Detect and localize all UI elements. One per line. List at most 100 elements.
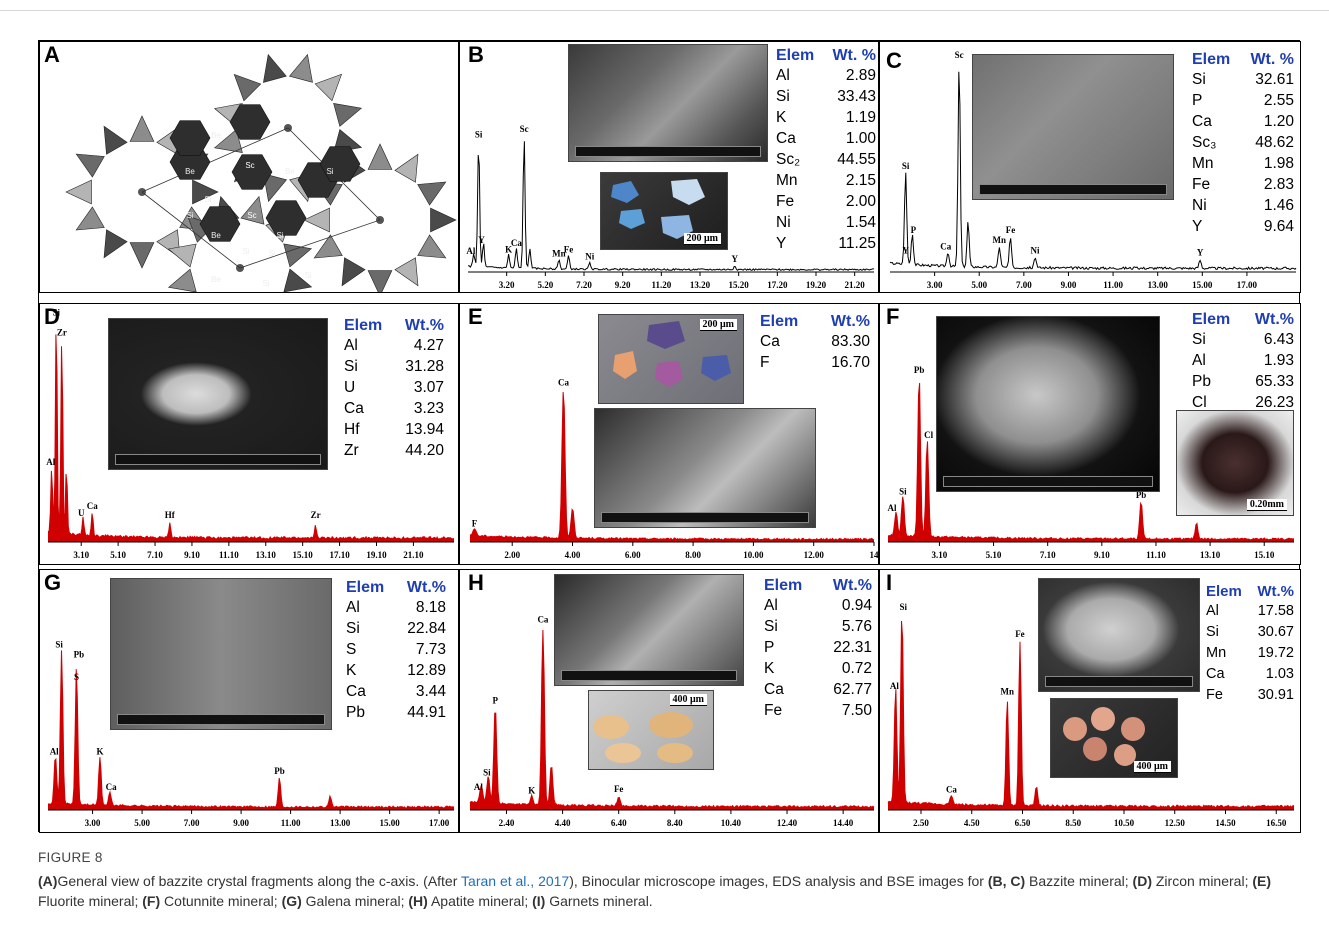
caption-ref-g: (G) [281,893,302,909]
weight-percent: 1.98 [1263,155,1294,172]
x-tick-label: 19.20 [806,280,827,290]
composition-row: Fe 2.00 [776,191,876,212]
tetrahedron [394,153,419,183]
peak-label: Ca [537,615,548,625]
element-symbol: Fe [1192,176,1211,193]
bse-image [594,408,816,528]
octahedron [199,206,241,242]
figure-label: FIGURE 8 [38,850,103,865]
tetrahedron [313,234,343,259]
peak-label: Ca [946,785,957,795]
x-tick-label: 9.10 [1094,550,1110,560]
weight-percent: 0.72 [841,660,872,677]
peak-label: P [493,696,499,706]
peak-label: K [505,245,512,255]
peak-label: Al [50,747,59,757]
bse-image [108,318,328,470]
element-symbol: Pb [346,704,365,721]
x-tick-label: 7.00 [1016,280,1032,290]
caption-ref-d: (D) [1132,873,1152,889]
weight-percent: 2.00 [845,193,876,210]
composition-row: Hf 13.94 [344,419,444,440]
x-tick-label: 11.20 [651,280,671,290]
tetrahedron [367,270,393,292]
x-tick-label: 3.10 [73,550,89,560]
x-tick-label: 12.50 [1165,818,1186,828]
octahedron [169,120,211,156]
x-tick-label: 5.10 [110,550,126,560]
peak-label: U [78,508,85,518]
x-tick-label: 16.50 [1266,818,1287,828]
weight-percent: 3.44 [415,683,446,700]
x-tick-label: 4.50 [964,818,980,828]
x-tick-label: 8.50 [1065,818,1081,828]
x-tick-label: 17.00 [1237,280,1258,290]
x-tick-label: 8.40 [667,818,683,828]
caption-part: Cotunnite mineral; [160,893,282,909]
scale-bar-label: 200 μm [699,319,737,331]
eds-spectrum: 3.10 5.10 7.10 9.10 11.10 13.10 15.10 17.10 19.1… [46,308,455,560]
x-tick-label: 17.20 [767,280,788,290]
peak-label: Si [475,129,483,139]
x-tick-label: 17.10 [329,550,350,560]
peak-label: Ca [87,501,98,511]
eds-spectrum: 2.50 4.50 6.50 8.50 10.50 12.50 14.50 16.50 Al Si… [887,602,1294,828]
element-symbol: U [344,379,356,396]
peak-label: F [472,519,478,529]
composition-row: Ca 83.30 [760,331,870,352]
composition-row: Si 30.67 [1206,622,1294,643]
x-tick-label: 5.20 [537,280,553,290]
element-symbol: Mn [1206,645,1227,661]
weight-percent: 2.55 [1263,92,1294,109]
wt-header: Wt.% [832,577,872,594]
element-symbol: Fe [764,702,783,719]
x-tick-label: 11.00 [1103,280,1123,290]
weight-percent: 1.20 [1263,113,1294,130]
eds-spectrum: 2.40 4.40 6.40 8.40 10.40 12.40 14.40AlSiPKCaF… [469,615,875,828]
tetrahedron [394,257,419,287]
peak-label: Pb [274,766,285,776]
x-tick-label: 11.10 [1146,550,1166,560]
x-tick-label: 2.40 [499,818,515,828]
caption-ref-bc: (B, C) [987,873,1026,889]
composition-row: K 12.89 [346,660,446,681]
binocular-image: 0.20mm [1176,410,1294,516]
elem-header: Elem [1192,51,1231,68]
panel-label: F [886,304,900,329]
x-tick-label: 3.00 [927,280,943,290]
atom-label: Sc [245,161,254,170]
weight-percent: 8.18 [415,599,446,616]
x-tick-label: 19.10 [366,550,387,560]
citation-link[interactable]: Taran et al., 2017 [461,873,570,889]
panel-g: 3.00 5.00 7.00 9.00 11.00 13.00 15.00 17.00 Al Si… [39,569,459,833]
weight-percent: 1.54 [845,214,876,231]
peak-label: K [96,747,103,757]
element-symbol: Ca [1192,113,1212,130]
element-symbol: Si [1192,331,1206,348]
weight-percent: 3.23 [413,400,444,417]
panel-label: C [886,48,902,73]
tetrahedron [333,103,363,127]
elem-header: Elem [344,317,383,334]
x-tick-label: 14.50 [1215,818,1236,828]
peak-label: Hf [165,510,176,520]
tetrahedron [417,181,447,206]
panel-e: 2.00 4.00 6.00 8.00 10.00 12.00 14 F Ca E 200 μm… [459,303,879,565]
composition-row: Pb 44.91 [346,702,446,723]
octahedron [265,200,307,236]
weight-percent: 2.15 [845,172,876,189]
bse-image [554,574,744,686]
x-tick-label: 15.00 [380,818,401,828]
element-symbol: Ca [346,683,366,700]
composition-row: S 7.73 [346,639,446,660]
weight-percent: 1.46 [1263,197,1294,214]
caption-ref-i: (I) [532,893,546,909]
panel-label: B [468,42,484,67]
tetrahedron [167,268,197,292]
element-symbol: Al [344,337,358,354]
wt-header: Wt.% [1257,583,1294,600]
x-tick-label: 5.10 [986,550,1002,560]
element-symbol: Y [776,235,787,252]
atom-label: Sc [303,203,312,212]
